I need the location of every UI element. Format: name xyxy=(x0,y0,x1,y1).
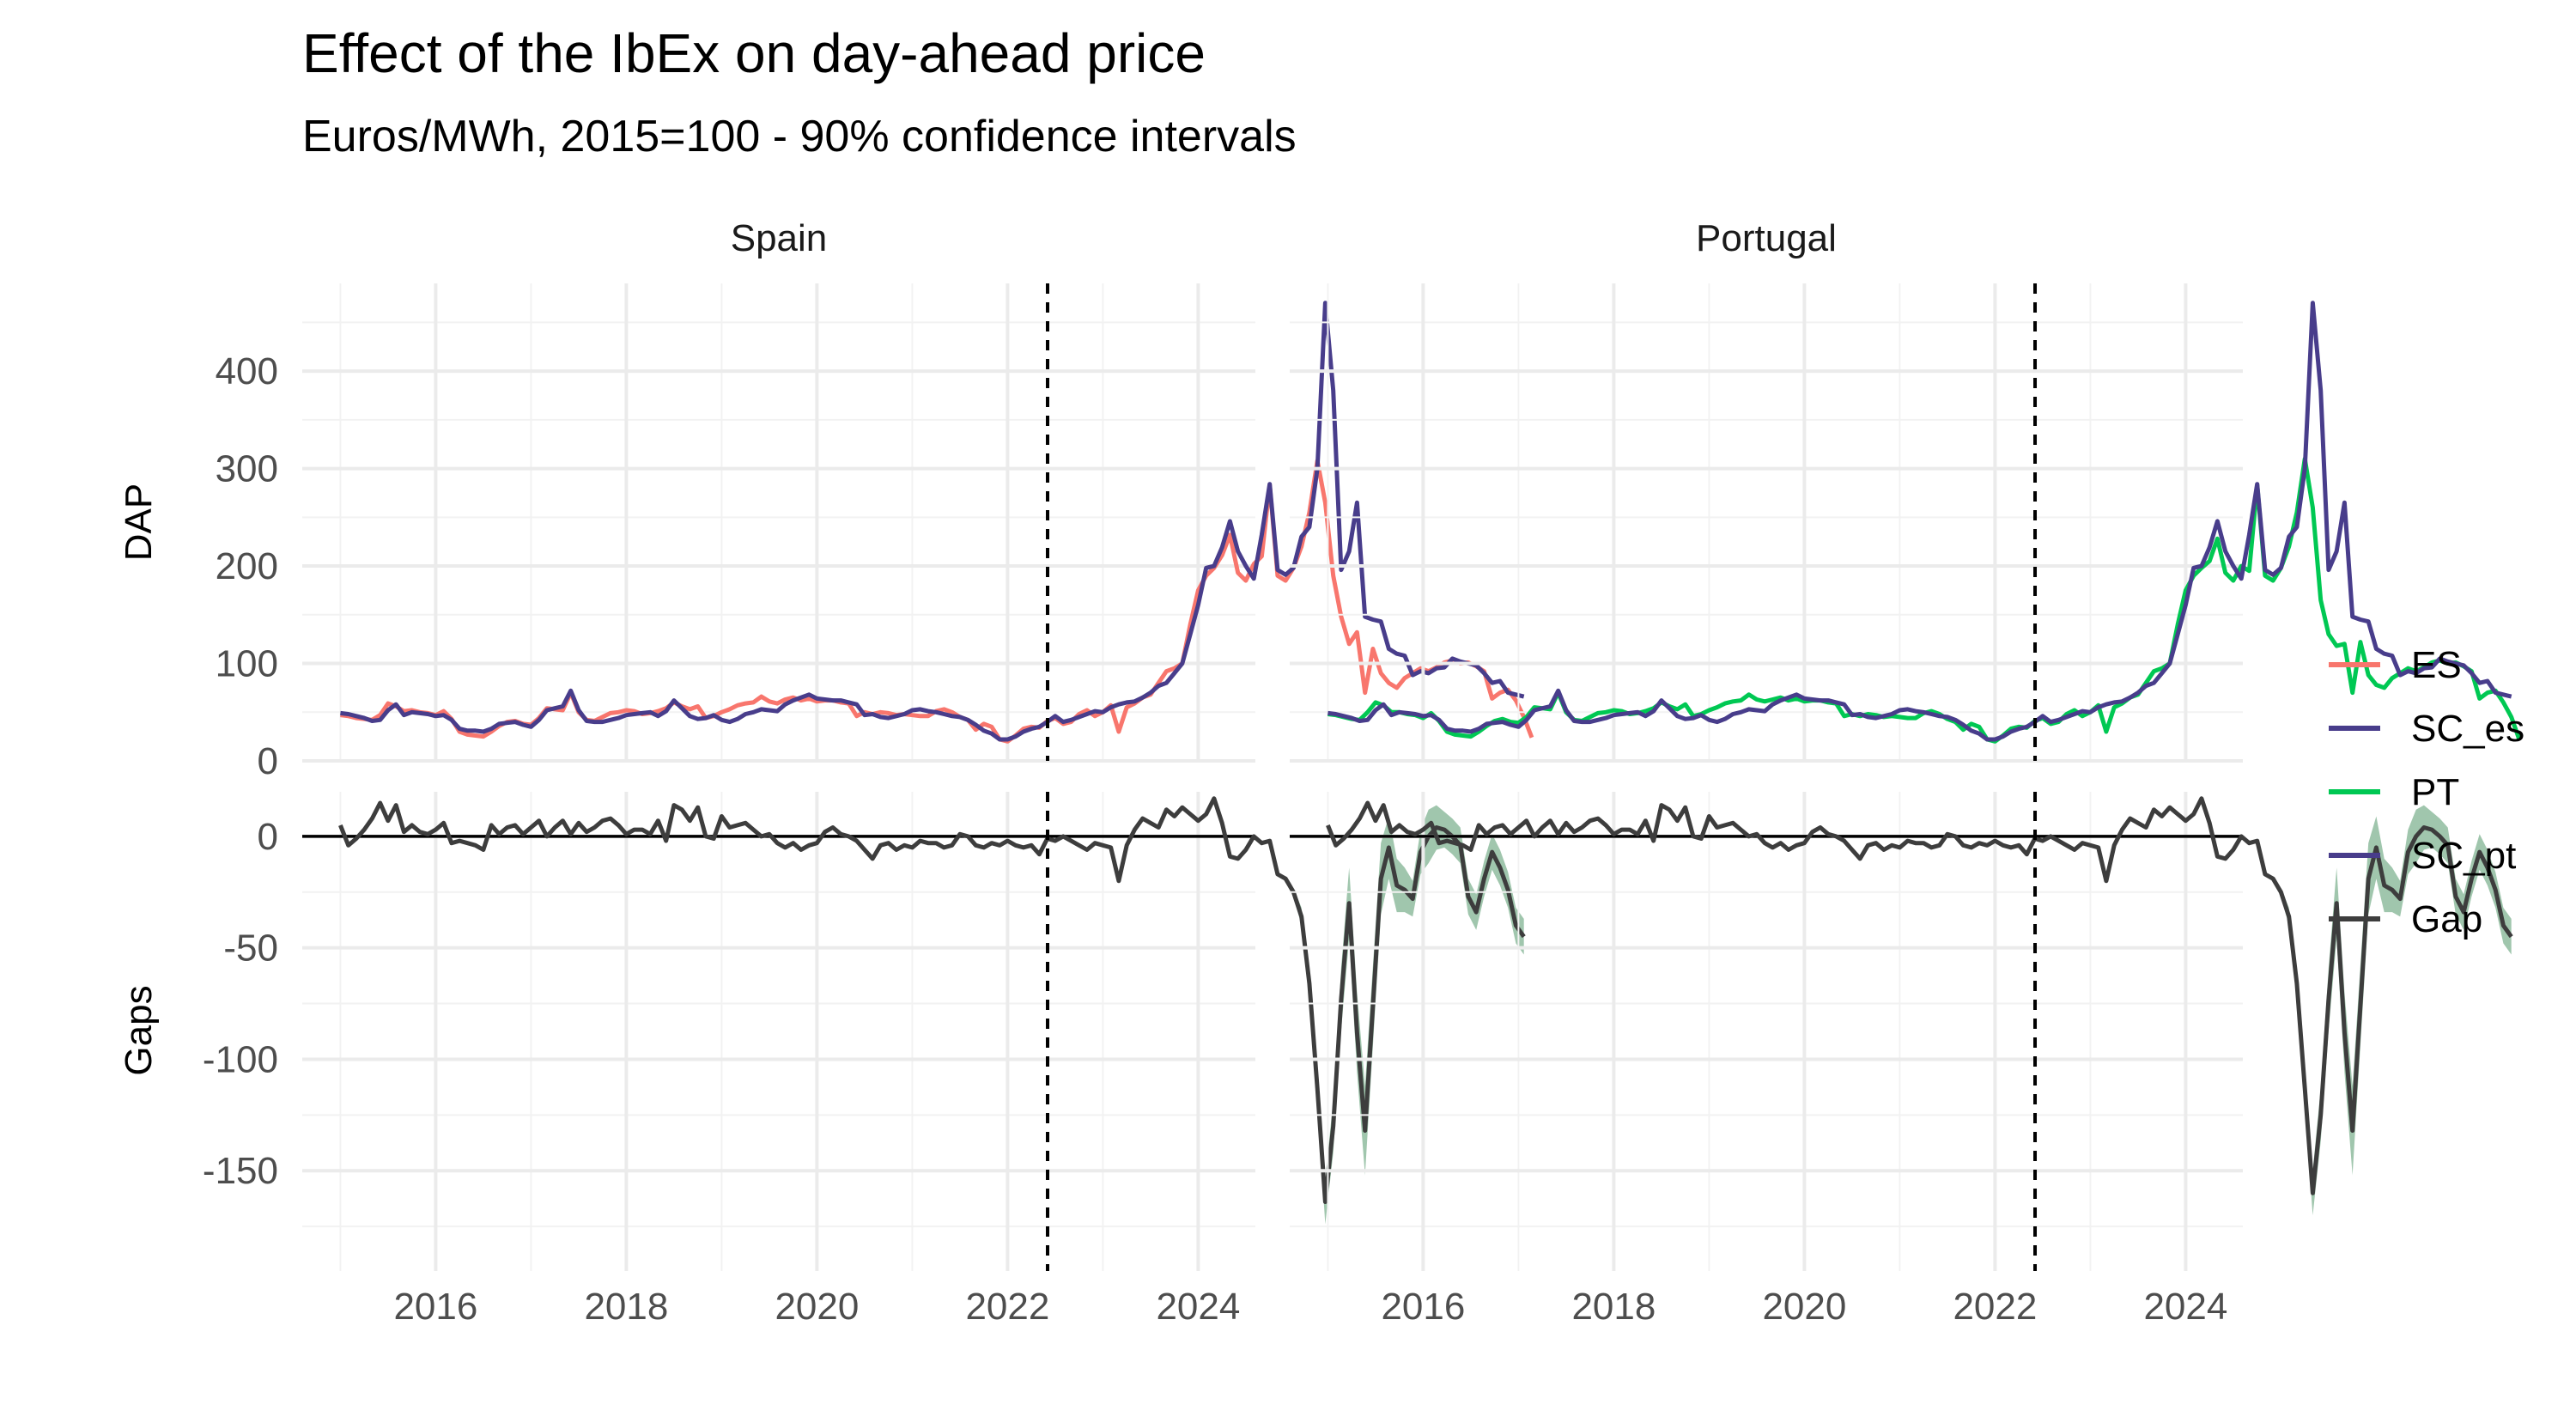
y-tick-label: 400 xyxy=(216,350,278,392)
facet-label-spain: Spain xyxy=(731,217,828,259)
y-tick-label: -100 xyxy=(203,1038,278,1080)
legend-label-sc-pt: SC_pt xyxy=(2411,835,2516,877)
x-tick-label: 2016 xyxy=(393,1286,477,1328)
y-axis-title-gaps: Gaps xyxy=(118,985,160,1075)
x-tick-label: 2022 xyxy=(1953,1286,2037,1328)
panel-spain-gaps xyxy=(302,792,1526,1271)
y-tick-label: 0 xyxy=(258,740,278,782)
x-tick-label: 2024 xyxy=(2143,1286,2227,1328)
legend-label-gap: Gap xyxy=(2411,898,2482,940)
x-tick-label: 2020 xyxy=(1762,1286,1846,1328)
chart-title: Effect of the IbEx on day-ahead price xyxy=(302,22,1206,84)
y-axis-title-dap: DAP xyxy=(118,483,160,561)
x-tick-label: 2018 xyxy=(1571,1286,1656,1328)
panel-portugal-gaps xyxy=(1290,792,2513,1271)
y-tick-label: 100 xyxy=(216,643,278,685)
y-tick-label: 0 xyxy=(258,816,278,858)
panels: 2016 2018 2020 2022 2024 2016 2018 2020 2022 2024… xyxy=(203,283,2522,1328)
legend-label-pt: PT xyxy=(2411,771,2459,813)
x-tick-label: 2016 xyxy=(1381,1286,1465,1328)
series-sc-es-line xyxy=(340,301,1525,742)
legend-item-sc-pt: SC_pt xyxy=(2329,835,2516,877)
y-tick-label: 200 xyxy=(216,545,278,587)
y-tick-label: -50 xyxy=(223,927,278,970)
series-pt-line xyxy=(1327,456,2522,744)
series-sc-pt-line xyxy=(1327,301,2512,742)
legend-label-sc-es: SC_es xyxy=(2411,708,2524,750)
series-gap-line xyxy=(338,796,1526,1204)
series-es-line xyxy=(340,459,1534,744)
chart-subtitle: Euros/MWh, 2015=100 - 90% confidence int… xyxy=(302,112,1297,161)
panel-spain-dap xyxy=(302,283,1534,763)
x-tick-label: 2024 xyxy=(1156,1286,1240,1328)
facet-label-portugal: Portugal xyxy=(1696,217,1837,259)
legend: ES SC_es PT SC_pt Gap xyxy=(2329,644,2524,940)
x-tick-label: 2018 xyxy=(584,1286,668,1328)
legend-label-es: ES xyxy=(2411,644,2462,686)
legend-item-gap: Gap xyxy=(2329,898,2482,940)
legend-item-pt: PT xyxy=(2329,771,2459,813)
legend-item-sc-es: SC_es xyxy=(2329,708,2524,750)
legend-item-es: ES xyxy=(2329,644,2462,686)
panel-portugal-dap xyxy=(1290,283,2522,763)
y-tick-label: -150 xyxy=(203,1150,278,1192)
series-gap-line xyxy=(1326,796,2513,1195)
x-tick-label: 2020 xyxy=(775,1286,859,1328)
y-tick-label: 300 xyxy=(216,448,278,490)
x-tick-label: 2022 xyxy=(965,1286,1049,1328)
